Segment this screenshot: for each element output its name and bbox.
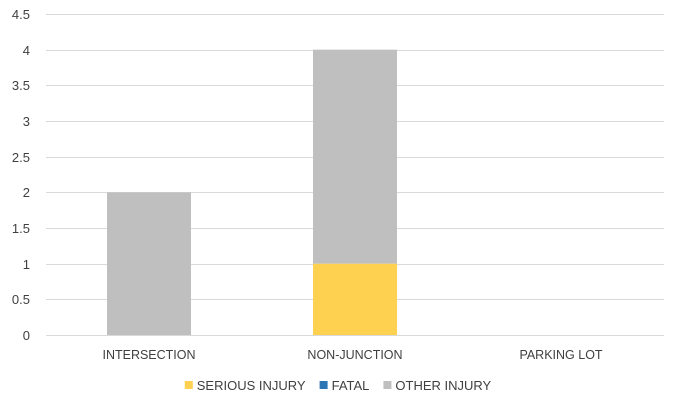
legend-item-other-injury: OTHER INJURY xyxy=(383,378,492,393)
legend-item-serious-injury: SERIOUS INJURY xyxy=(184,378,306,393)
legend-swatch xyxy=(319,381,328,389)
y-tick-label: 2.5 xyxy=(12,150,30,165)
y-tick-label: 3 xyxy=(23,114,30,129)
legend-label: OTHER INJURY xyxy=(395,378,491,393)
x-axis-category-labels: INTERSECTION NON-JUNCTION PARKING LOT xyxy=(102,348,602,362)
y-tick-label: 0.5 xyxy=(12,292,30,307)
y-tick-label: 1.5 xyxy=(12,221,30,236)
y-tick-label: 4 xyxy=(23,43,30,58)
legend-swatch xyxy=(383,381,392,389)
x-category-label: INTERSECTION xyxy=(102,348,195,362)
y-tick-label: 2 xyxy=(23,185,30,200)
legend-label: FATAL xyxy=(332,378,370,393)
bar-segment-serious-injury xyxy=(313,263,397,335)
y-tick-label: 0 xyxy=(23,328,30,343)
y-tick-label: 4.5 xyxy=(12,7,30,22)
bar-segment-other-injury xyxy=(107,192,191,335)
bars xyxy=(107,49,397,335)
bar-segment-other-injury xyxy=(313,49,397,264)
legend: SERIOUS INJURY FATAL OTHER INJURY xyxy=(184,378,492,393)
y-tick-label: 3.5 xyxy=(12,78,30,93)
x-category-label: PARKING LOT xyxy=(519,348,602,362)
y-axis-tick-labels: 0 0.5 1 1.5 2 2.5 3 3.5 4 4.5 xyxy=(12,7,30,343)
legend-label: SERIOUS INJURY xyxy=(197,378,306,393)
legend-swatch xyxy=(184,381,193,389)
y-tick-label: 1 xyxy=(23,257,30,272)
x-category-label: NON-JUNCTION xyxy=(307,348,402,362)
legend-item-fatal: FATAL xyxy=(319,378,370,393)
